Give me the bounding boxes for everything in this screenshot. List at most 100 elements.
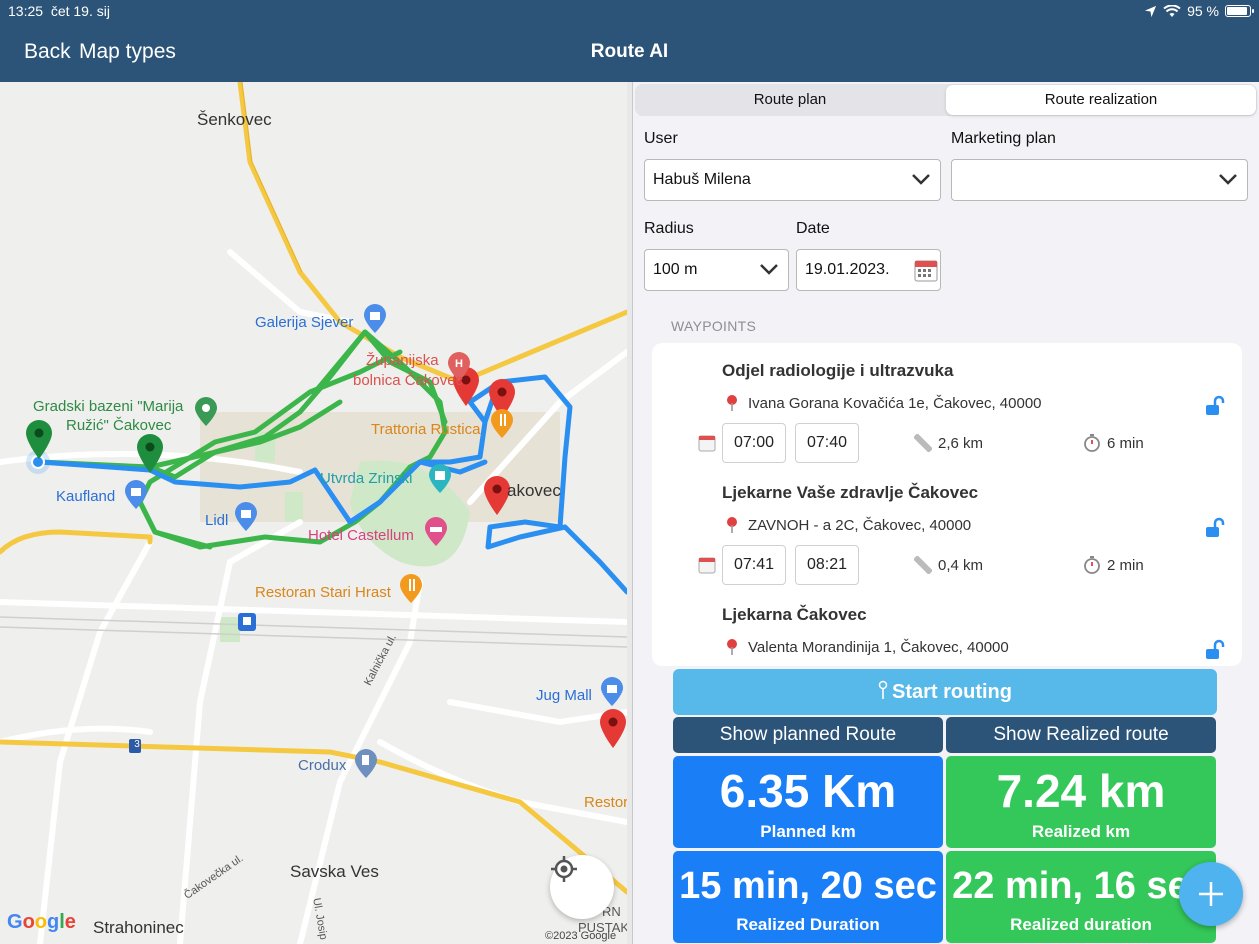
app-header: 13:25 čet 19. sij 95 % Back Map types Ro… [0,0,1259,82]
show-realized-route-button[interactable]: Show Realized route [946,717,1216,753]
shopping-poi-icon[interactable] [234,502,258,532]
map-types-button[interactable]: Map types [79,40,176,63]
map-label-trattoria: Trattoria Rustica [371,421,481,438]
waypoint-name: Odjel radiologije i ultrazvuka [722,361,954,380]
google-logo: Google [7,911,76,933]
plus-icon [1199,882,1223,906]
map-label-galerija: Galerija Sjever [255,314,354,331]
gas-station-poi-icon[interactable] [354,749,378,779]
status-time: 13:25 [8,3,44,19]
date-field[interactable]: 19.01.2023. [796,249,941,291]
radius-value: 100 m [653,261,698,278]
planned-duration-label: Realized Duration [736,915,880,934]
map-view[interactable]: H Šenkovec Galerija Sjever Županijska bo… [0,82,627,944]
battery-percent: 95 % [1187,3,1219,19]
start-time-field[interactable]: 07:00 [722,423,786,463]
marketing-plan-label: Marketing plan [951,130,1056,147]
shopping-poi-icon[interactable] [124,480,148,510]
realized-km-value: 7.24 km [996,765,1166,817]
waypoint-name: Ljekarne Vaše zdravlje Čakovec [722,483,979,502]
user-select[interactable]: Habuš Milena [644,159,941,201]
waypoint-distance: 2,6 km [938,435,984,452]
waypoint-item[interactable]: Odjel radiologije i ultrazvuka Ivana Gor… [652,343,1242,465]
map-label-gradski-bazeni: Gradski bazeni "Marija [33,398,184,415]
start-routing-label: Start routing [892,681,1012,703]
chevron-down-icon [1219,174,1237,185]
end-time-field[interactable]: 07:40 [795,423,859,463]
map-label-restoran-hrast: Restoran Stari Hrast [255,584,391,601]
red-pin-icon[interactable] [598,707,627,749]
waypoints-header: WAYPOINTS [671,318,757,334]
park-poi-icon[interactable] [194,397,218,427]
radius-select[interactable]: 100 m [644,249,789,291]
waypoint-address: ZAVNOH - a 2C, Čakovec, 40000 [748,517,972,534]
map-label-pustakc: PUSTAKC [578,920,627,935]
unlock-icon[interactable] [1204,639,1226,661]
pin-icon [878,680,888,699]
shopping-poi-icon[interactable] [363,304,387,334]
map-label-rn: RN [602,904,621,919]
map-label-jug-mall: Jug Mall [536,687,592,704]
map-label-cakovec: akovec [507,481,561,500]
waypoint-item[interactable]: Ljekarne Vaše zdravlje Čakovec ZAVNOH - … [652,465,1242,587]
green-pin-icon[interactable] [135,432,165,474]
red-pin-icon[interactable] [482,474,512,516]
waypoint-item[interactable]: Ljekarna Čakovec Valenta Morandinija 1, … [652,587,1242,666]
road-number-icon [129,739,141,753]
map-label-ruzic: Ružić" Čakovec [66,417,172,434]
page-title: Route AI [590,41,669,62]
waypoint-duration: 2 min [1107,557,1144,574]
start-routing-button[interactable]: Start routing [673,669,1217,715]
unlock-icon[interactable] [1204,395,1226,417]
map-label-hotel: Hotel Castellum [308,527,414,544]
map-label-savska-ves: Savska Ves [290,862,379,881]
calendar-icon[interactable] [914,258,938,282]
chevron-down-icon [912,174,930,185]
locate-me-button[interactable] [550,855,614,919]
user-select-value: Habuš Milena [653,171,751,188]
tab-route-realization[interactable]: Route realization [946,85,1256,115]
castle-poi-icon[interactable] [428,464,452,494]
map-label-crodux: Crodux [298,757,347,774]
unlock-icon[interactable] [1204,517,1226,539]
restaurant-poi-icon[interactable] [399,574,423,604]
map-label-bolnica: bolnica Čakovec [353,372,464,389]
waypoint-distance: 0,4 km [938,557,984,574]
ruler-icon [914,556,932,574]
route-panel: Route plan Route realization User Habuš … [632,82,1259,944]
map-canvas [0,82,627,944]
back-button[interactable]: Back [24,40,71,63]
realized-duration-value: 22 min, 16 sec [952,865,1210,907]
end-time-field[interactable]: 08:21 [795,545,859,585]
restaurant-poi-icon[interactable] [490,409,514,439]
map-label-strahoninec: Strahoninec [93,918,184,937]
shopping-poi-icon[interactable] [600,677,624,707]
waypoint-name: Ljekarna Čakovec [722,605,867,624]
battery-icon [1225,5,1254,17]
train-station-icon[interactable] [238,613,256,631]
status-indicators: 95 % [1144,3,1254,19]
add-button[interactable] [1179,862,1243,926]
status-date: čet 19. sij [50,3,110,19]
red-pin-icon[interactable] [487,377,517,419]
realized-km-label: Realized km [1031,822,1131,841]
green-pin-icon[interactable] [24,418,54,460]
start-time-field[interactable]: 07:41 [722,545,786,585]
calendar-icon [698,435,716,452]
planned-km-card: 6.35 Km Planned km [673,756,943,848]
hotel-poi-icon[interactable] [424,517,448,547]
map-label-lidl: Lidl [205,512,229,529]
tab-route-plan[interactable]: Route plan [753,91,827,108]
road-number-label: 3 [134,739,140,750]
svg-text:H: H [455,358,463,370]
map-label-senkovec: Šenkovec [197,110,272,129]
radius-label: Radius [644,220,694,237]
planned-km-value: 6.35 Km [719,765,897,817]
waypoints-list[interactable]: Odjel radiologije i ultrazvuka Ivana Gor… [652,343,1242,666]
marketing-plan-select[interactable] [951,159,1248,201]
stopwatch-icon [1084,434,1100,452]
show-planned-route-button[interactable]: Show planned Route [673,717,943,753]
realized-duration-label: Realized duration [1010,915,1152,934]
hospital-poi-icon[interactable]: H [447,352,471,382]
planned-duration-value: 15 min, 20 sec [679,865,937,907]
